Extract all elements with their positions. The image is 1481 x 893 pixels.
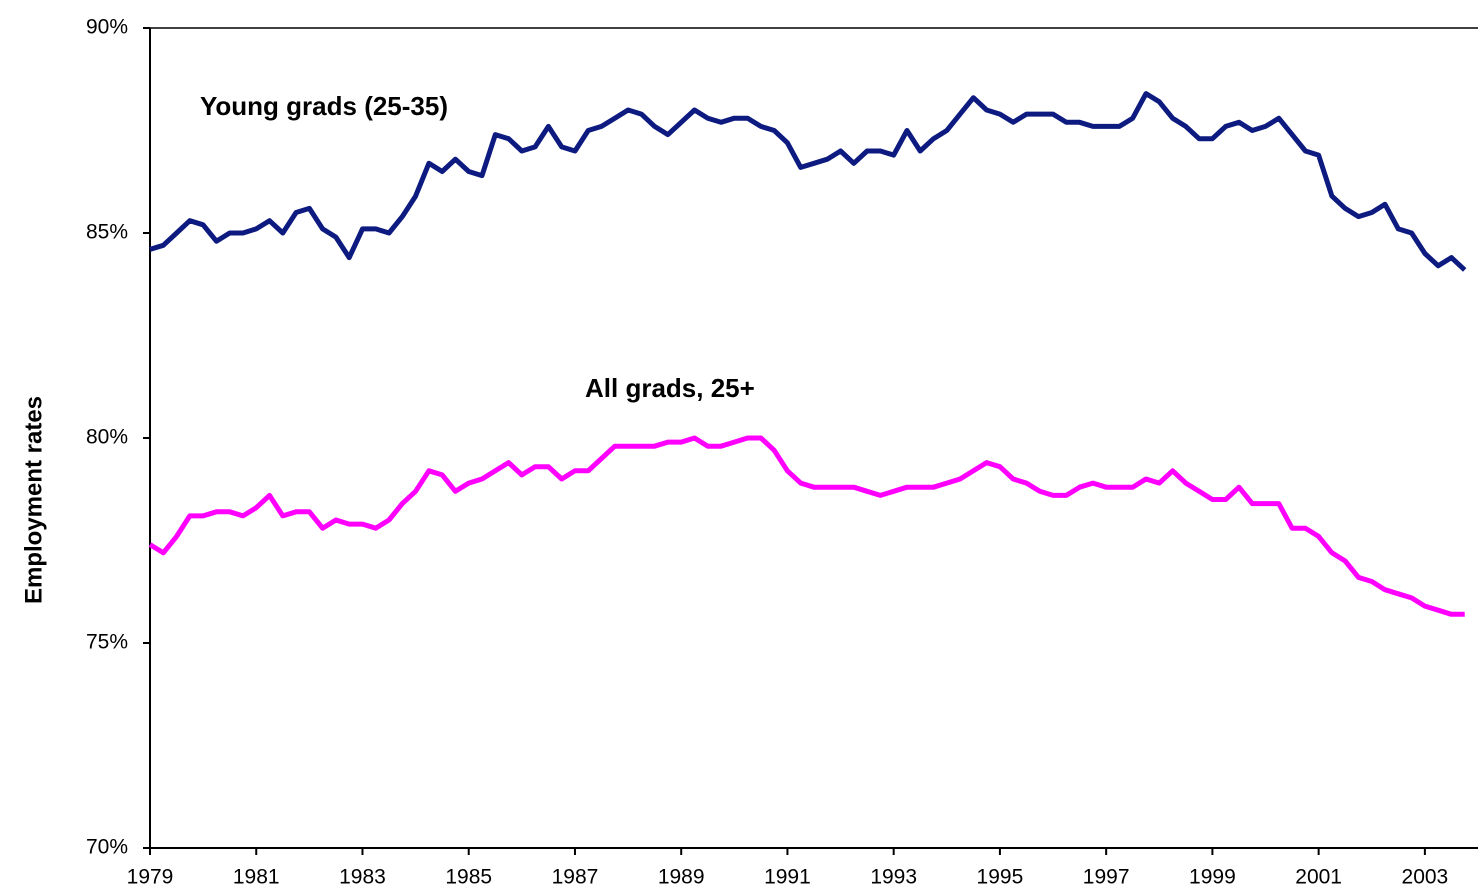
y-tick-label: 90% [86, 16, 128, 39]
series-line [149, 91, 1467, 272]
x-tick-label: 1991 [764, 866, 811, 889]
x-tick-label: 2001 [1295, 866, 1342, 889]
series-annotation: All grads, 25+ [585, 373, 755, 403]
x-tick-label: 1983 [339, 866, 386, 889]
x-tick-label: 1981 [233, 866, 280, 889]
x-tick-label: 1999 [1189, 866, 1236, 889]
x-tick-label: 1979 [127, 866, 174, 889]
x-tick-label: 1989 [658, 866, 705, 889]
y-tick-label: 80% [86, 426, 128, 449]
y-axis-label: Employment rates [20, 396, 47, 604]
y-tick-label: 85% [86, 221, 128, 244]
x-tick-label: 1987 [552, 866, 599, 889]
y-tick-label: 75% [86, 631, 128, 654]
x-tick-label: 2003 [1402, 866, 1449, 889]
x-tick-label: 1995 [977, 866, 1024, 889]
x-tick-label: 1985 [445, 866, 492, 889]
x-tick-label: 1997 [1083, 866, 1130, 889]
series-annotation: Young grads (25-35) [200, 91, 448, 121]
y-tick-label: 70% [86, 836, 128, 859]
x-tick-label: 1993 [870, 866, 917, 889]
series-line [148, 435, 1465, 617]
